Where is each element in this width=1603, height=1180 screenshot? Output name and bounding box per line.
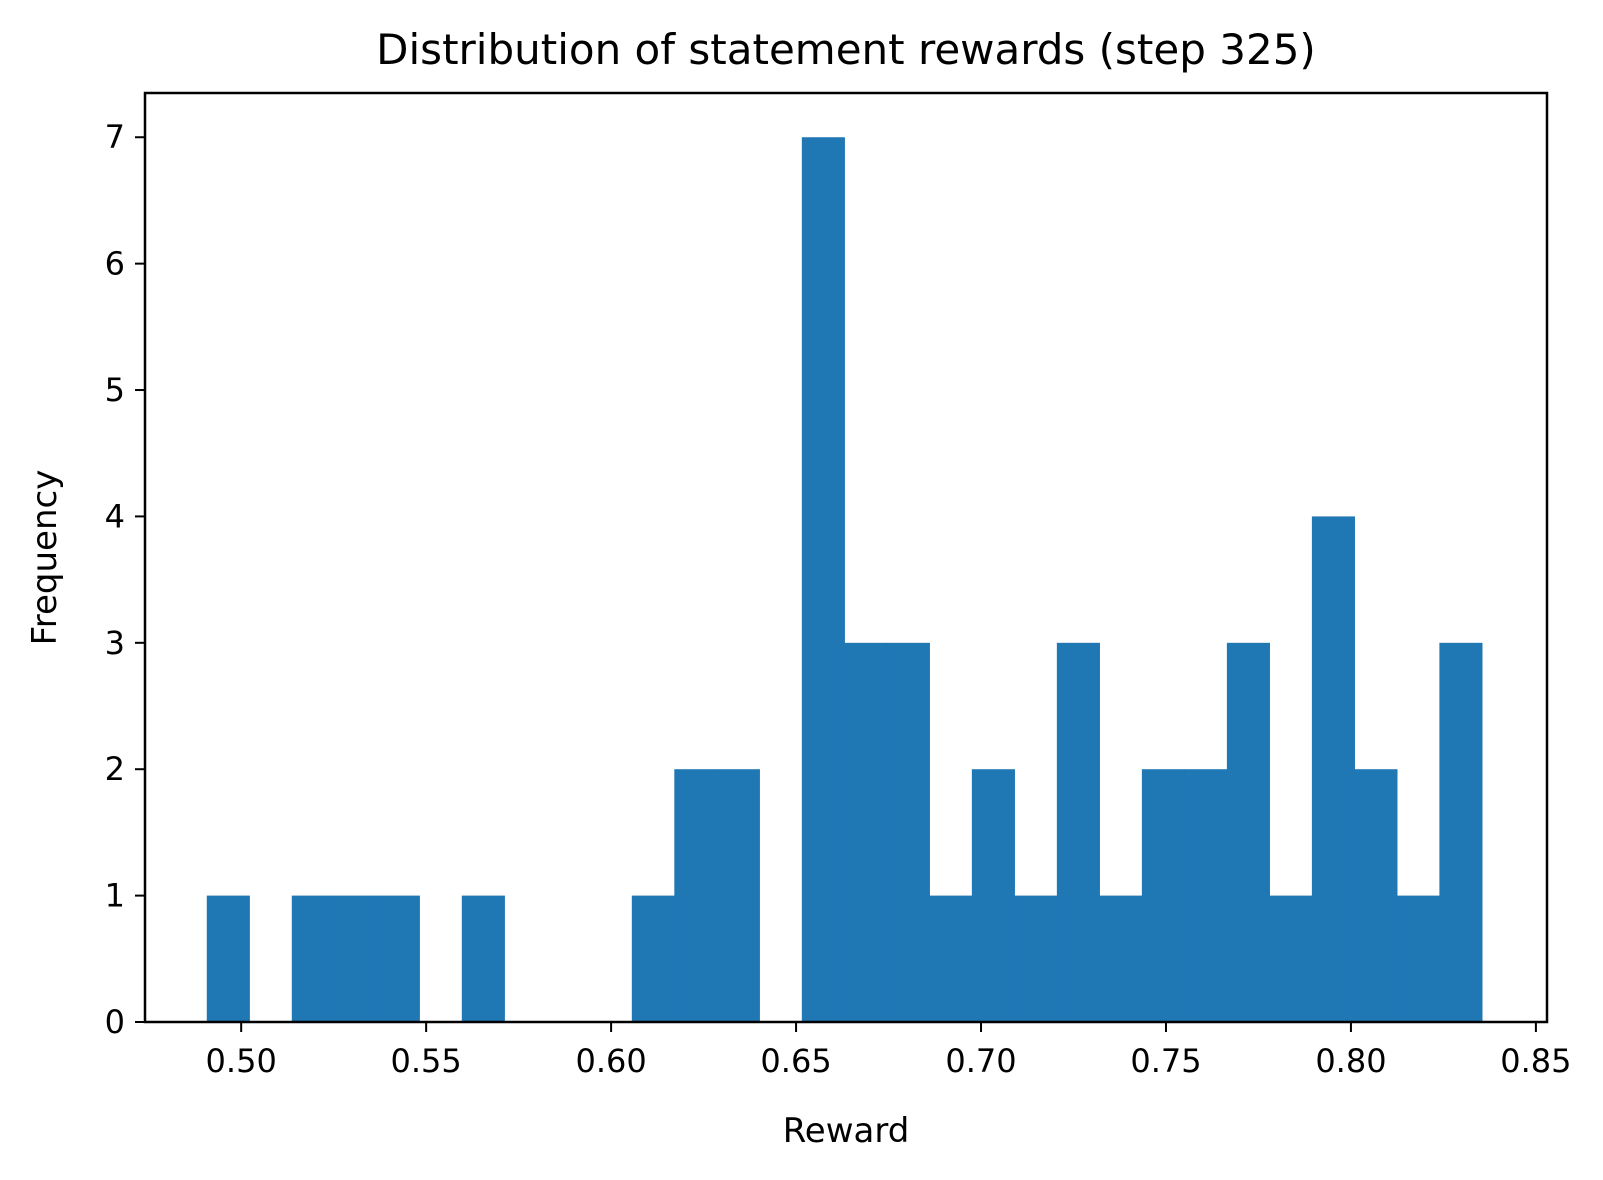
x-tick-label: 0.65 <box>760 1042 831 1080</box>
y-tick-label: 2 <box>105 750 125 788</box>
histogram-bar <box>1184 769 1228 1022</box>
x-tick-label: 0.55 <box>391 1042 462 1080</box>
histogram-bar <box>206 895 250 1022</box>
histogram-bar <box>1226 642 1270 1022</box>
x-tick-label: 0.85 <box>1500 1042 1571 1080</box>
y-tick-label: 0 <box>105 1003 125 1041</box>
histogram-bar <box>801 137 845 1022</box>
plot-frame <box>143 91 1549 1024</box>
histogram-bar <box>886 642 930 1022</box>
x-tick-label: 0.80 <box>1315 1042 1386 1080</box>
y-tick-label: 4 <box>105 497 125 535</box>
y-axis-ticks: 0 1 2 3 4 5 6 7 <box>105 118 145 1041</box>
histogram-bar <box>1311 516 1355 1022</box>
y-tick-label: 5 <box>105 371 125 409</box>
y-tick-label: 1 <box>105 877 125 915</box>
histogram-bar <box>376 895 420 1022</box>
histogram-bar <box>334 895 378 1022</box>
histogram-bar <box>716 769 760 1022</box>
y-tick-label: 6 <box>105 245 125 283</box>
histogram-bar <box>1269 895 1313 1022</box>
y-axis-label: Frequency <box>25 470 65 646</box>
histogram-bar <box>844 642 888 1022</box>
x-tick-label: 0.75 <box>1130 1042 1201 1080</box>
histogram-bar <box>1354 769 1398 1022</box>
histogram-bar <box>1396 895 1440 1022</box>
histogram-bar <box>1099 895 1143 1022</box>
chart-title: Distribution of statement rewards (step … <box>376 25 1316 74</box>
x-tick-label: 0.60 <box>575 1042 646 1080</box>
histogram-bar <box>1056 642 1100 1022</box>
y-tick-label: 3 <box>105 624 125 662</box>
histogram-bar <box>1439 642 1483 1022</box>
histogram-bar <box>971 769 1015 1022</box>
y-tick-label: 7 <box>105 118 125 156</box>
histogram-bar <box>929 895 973 1022</box>
histogram-bar <box>291 895 335 1022</box>
bars-layer <box>206 137 1483 1022</box>
x-tick-label: 0.50 <box>206 1042 277 1080</box>
histogram-bar <box>1014 895 1058 1022</box>
x-axis-ticks: 0.50 0.55 0.60 0.65 0.70 0.75 0.80 0.85 <box>206 1022 1572 1080</box>
histogram-bar <box>461 895 505 1022</box>
histogram-bar <box>674 769 718 1022</box>
x-tick-label: 0.70 <box>945 1042 1016 1080</box>
x-axis-label: Reward <box>783 1111 910 1151</box>
histogram-bar <box>631 895 675 1022</box>
histogram-bar <box>1141 769 1185 1022</box>
